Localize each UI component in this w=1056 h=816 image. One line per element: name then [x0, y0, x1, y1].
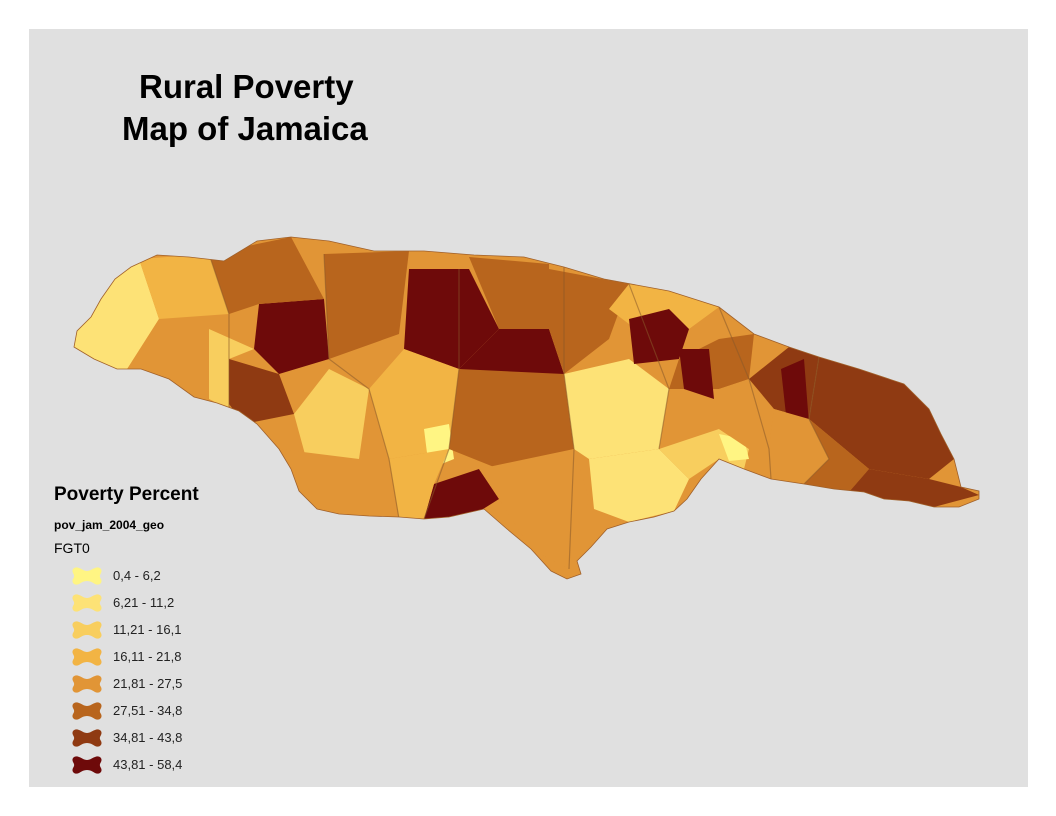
region-trelawny-central — [404, 269, 499, 369]
legend-label: 34,81 - 43,8 — [113, 730, 183, 745]
region-portland-dark — [781, 359, 809, 424]
region-westmoreland-west — [124, 319, 229, 409]
legend-swatch — [71, 620, 103, 640]
legend-label: 21,81 - 27,5 — [113, 676, 183, 691]
region-st-andrew — [719, 379, 774, 449]
region-st-mary-northeast — [679, 349, 714, 399]
region-manchester-east — [389, 449, 449, 519]
map-title-line-2: Map of Jamaica — [122, 110, 368, 147]
legend-label: 11,21 - 16,1 — [113, 622, 182, 637]
legend-layer-name: pov_jam_2004_geo — [54, 518, 165, 532]
legend-swatch — [71, 593, 103, 613]
region-st-catherine-south — [589, 449, 689, 522]
region-trelawny-west — [324, 251, 409, 359]
region-trelawny-east — [469, 257, 549, 329]
region-st-thomas-central — [804, 419, 869, 492]
region-st-thomas-west — [769, 409, 829, 484]
legend-label: 43,81 - 58,4 — [113, 757, 183, 772]
map-canvas — [73, 236, 980, 580]
region-westmoreland-east — [209, 329, 254, 409]
region-st-ann-east — [549, 269, 629, 374]
region-clarendon-south — [424, 469, 499, 521]
region-st-ann-central — [459, 329, 564, 374]
legend-swatch — [71, 674, 103, 694]
poverty-regions — [74, 237, 979, 569]
parish-borders — [208, 253, 830, 570]
legend-swatch — [71, 566, 103, 586]
legend-swatch — [71, 647, 103, 667]
legend-label: 6,21 - 11,2 — [113, 595, 175, 610]
region-st-elizabeth-south — [279, 449, 399, 519]
legend-title: Poverty Percent — [54, 484, 199, 505]
region-clarendon-west — [449, 369, 574, 469]
region-st-james-north — [209, 237, 324, 314]
map-title-line-1: Rural Poverty — [139, 68, 354, 105]
legend-swatch — [71, 701, 103, 721]
legend-label: 16,11 - 21,8 — [113, 649, 182, 664]
map-frame: Rural Poverty Map of Jamaica Poverty Per… — [29, 29, 1028, 787]
region-hanover-east — [139, 254, 229, 319]
legend-swatch — [71, 755, 103, 775]
jamaica-island — [73, 236, 980, 580]
legend-swatch — [71, 728, 103, 748]
region-st-james-south — [229, 359, 294, 424]
legend-field-name: FGT0 — [54, 540, 90, 556]
region-st-elizabeth-west — [294, 369, 369, 469]
region-st-james-central — [254, 299, 329, 374]
region-portland-east — [809, 357, 954, 479]
legend-label: 0,4 - 6,2 — [113, 568, 161, 583]
legend-label: 27,51 - 34,8 — [113, 703, 183, 718]
region-st-thomas-east — [849, 469, 979, 507]
region-st-catherine-north — [564, 359, 669, 459]
region-clarendon-coast — [479, 449, 589, 569]
